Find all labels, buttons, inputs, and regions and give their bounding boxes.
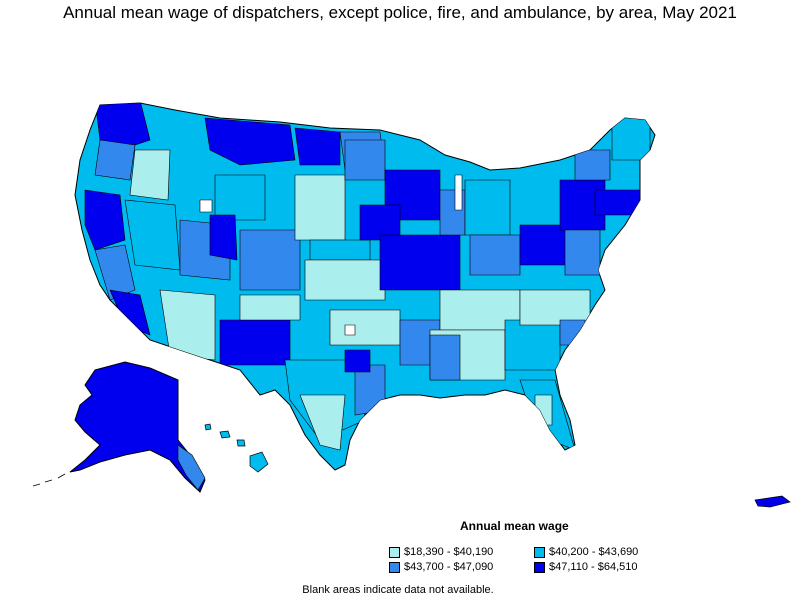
area-region — [559, 319, 586, 346]
area-region — [299, 394, 346, 451]
area-region — [519, 224, 571, 266]
area-region — [594, 189, 641, 216]
legend-label: $18,390 - $40,190 — [404, 546, 494, 558]
area-region — [464, 179, 511, 236]
legend-label: $40,200 - $43,690 — [549, 546, 639, 558]
area-region — [159, 289, 216, 361]
area-region — [294, 127, 341, 166]
map-legend: Annual mean wage $18,390 - $40,190 $40,2… — [388, 518, 678, 578]
alaska-shape — [69, 361, 206, 493]
footnote-text: Blank areas indicate data not available. — [302, 584, 494, 596]
legend-item: $40,200 - $43,690 — [534, 546, 638, 558]
legend-label: $43,700 - $47,090 — [404, 561, 494, 573]
area-region — [304, 259, 386, 301]
hawaii-island — [204, 423, 212, 431]
area-region — [379, 234, 461, 291]
area-region — [564, 229, 601, 276]
area-region — [309, 239, 371, 261]
area-region — [344, 349, 371, 373]
area-region — [611, 117, 651, 161]
puerto-rico-island — [754, 495, 791, 508]
area-region — [344, 139, 386, 181]
area-region — [84, 189, 126, 251]
hawaii — [204, 423, 269, 473]
area-region — [239, 294, 301, 321]
legend-item: $18,390 - $40,190 — [389, 546, 493, 558]
legend-swatch — [389, 561, 400, 573]
area-region-blank — [344, 324, 356, 336]
area-region — [129, 149, 171, 201]
area-region — [354, 364, 386, 416]
area-region — [534, 394, 553, 426]
alaska-aleutians — [32, 473, 66, 487]
area-region — [94, 244, 136, 301]
legend-label: $47,110 - $64,510 — [549, 561, 638, 573]
alaska — [32, 361, 206, 493]
alaska-panhandle — [177, 444, 206, 491]
hawaii-island — [249, 451, 269, 473]
area-region — [469, 234, 521, 276]
area-region — [219, 319, 291, 366]
legend-swatch — [389, 546, 400, 558]
footnote: Blank areas indicate data not available. — [0, 584, 800, 596]
legend-title: Annual mean wage — [460, 519, 569, 533]
area-region — [214, 174, 266, 221]
legend-item: $47,110 - $64,510 — [534, 561, 637, 573]
area-region — [94, 139, 136, 181]
hawaii-island — [236, 439, 246, 447]
area-region — [329, 309, 401, 346]
area-patches — [84, 103, 651, 451]
area-region — [574, 149, 611, 181]
area-region — [209, 214, 238, 261]
area-region — [239, 229, 301, 291]
puerto-rico — [754, 495, 791, 508]
area-region — [204, 117, 296, 166]
legend-item: $43,700 - $47,090 — [389, 561, 493, 573]
legend-swatch — [534, 546, 545, 558]
area-region-blank — [454, 174, 463, 211]
area-region — [429, 334, 461, 381]
area-region — [294, 174, 346, 241]
map-title: Annual mean wage of dispatchers, except … — [63, 3, 737, 22]
hawaii-island — [219, 430, 231, 439]
legend-swatch — [534, 561, 545, 573]
area-region — [504, 319, 561, 371]
contiguous-us — [74, 102, 656, 471]
area-region-blank — [199, 199, 213, 213]
